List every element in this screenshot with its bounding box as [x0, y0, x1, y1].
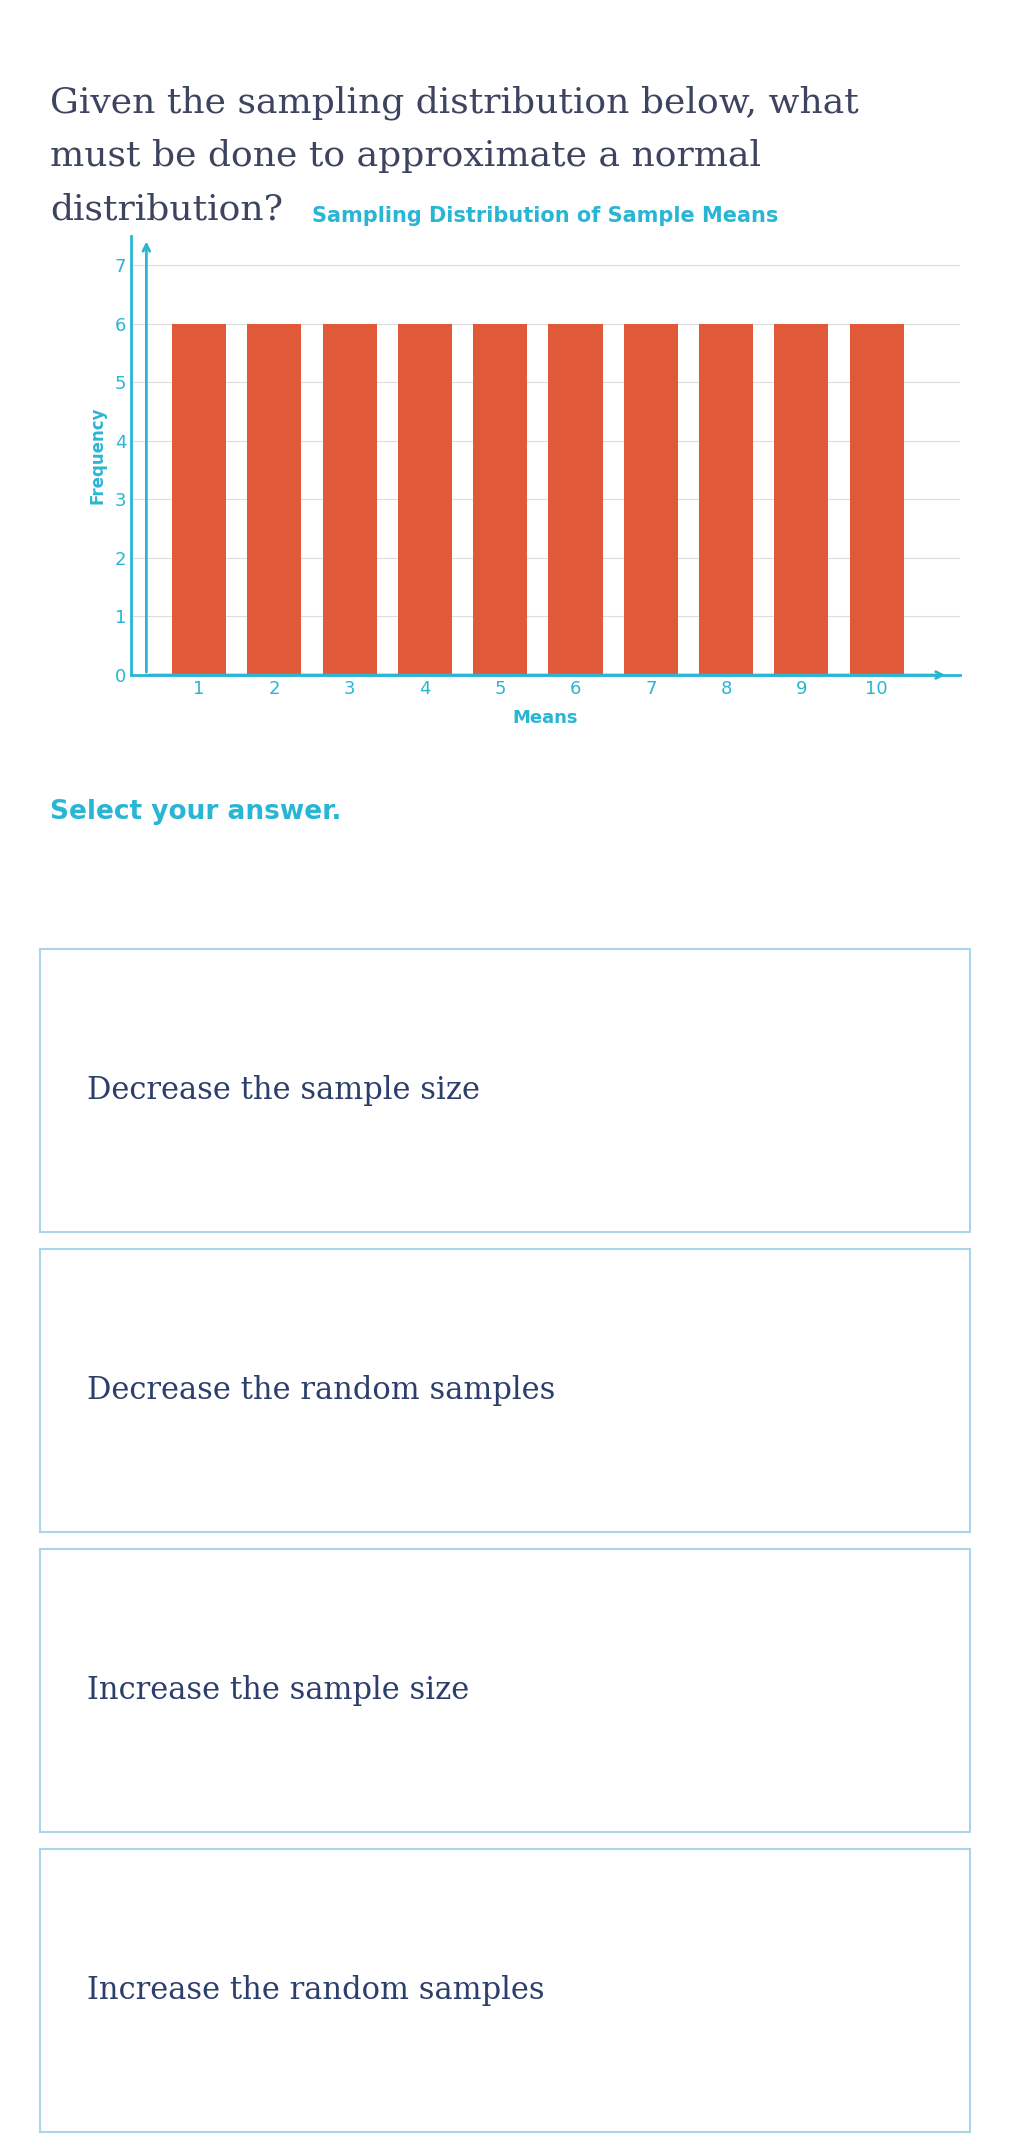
- Text: Increase the random samples: Increase the random samples: [87, 1976, 544, 2006]
- X-axis label: Means: Means: [513, 709, 578, 726]
- Bar: [548, 324, 603, 675]
- Bar: [398, 324, 452, 675]
- Text: Select your answer.: Select your answer.: [50, 799, 342, 825]
- Bar: [247, 324, 301, 675]
- Bar: [473, 324, 527, 675]
- Bar: [624, 324, 678, 675]
- Text: Decrease the sample size: Decrease the sample size: [87, 1076, 480, 1106]
- Bar: [322, 324, 377, 675]
- Bar: [775, 324, 828, 675]
- Y-axis label: Frequency: Frequency: [89, 407, 107, 504]
- Text: Increase the sample size: Increase the sample size: [87, 1676, 469, 1706]
- Bar: [172, 324, 226, 675]
- Text: Given the sampling distribution below, what
must be done to approximate a normal: Given the sampling distribution below, w…: [50, 86, 860, 225]
- Title: Sampling Distribution of Sample Means: Sampling Distribution of Sample Means: [312, 206, 779, 225]
- Bar: [849, 324, 904, 675]
- Text: Decrease the random samples: Decrease the random samples: [87, 1376, 556, 1406]
- Bar: [699, 324, 753, 675]
